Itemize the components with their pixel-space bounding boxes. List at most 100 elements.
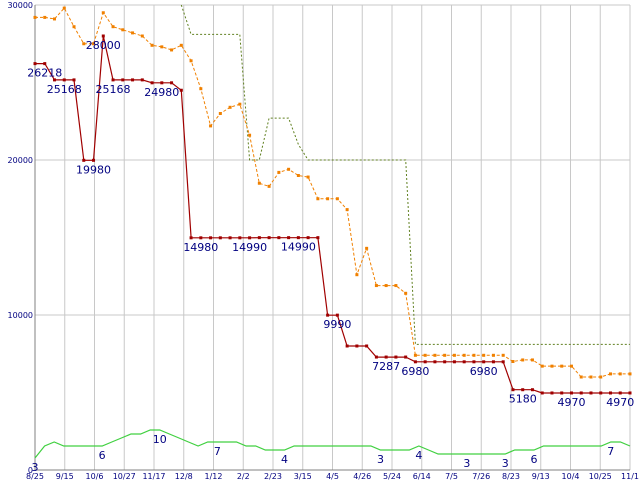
x-tick-label: 2/2 xyxy=(237,472,250,480)
price-point xyxy=(228,236,232,240)
price-point xyxy=(43,62,47,66)
price-point xyxy=(335,313,339,317)
series-line-reference xyxy=(35,7,630,378)
x-tick-label: 10/4 xyxy=(562,472,580,480)
x-tick-label: 6/14 xyxy=(413,472,431,480)
price-point xyxy=(306,236,310,240)
reference-point xyxy=(482,353,486,357)
reference-point xyxy=(209,124,213,128)
reference-point xyxy=(267,184,271,188)
price-point xyxy=(238,236,242,240)
reference-point xyxy=(248,133,252,137)
price-point xyxy=(560,391,564,395)
x-tick-label: 12/8 xyxy=(175,472,193,480)
reference-point xyxy=(238,102,242,106)
count-data-label: 6 xyxy=(99,449,106,462)
reference-point xyxy=(569,364,573,368)
reference-point xyxy=(423,353,427,357)
price-point xyxy=(540,391,544,395)
series-line-price xyxy=(35,35,630,394)
x-tick-label: 10/27 xyxy=(113,472,136,480)
count-data-label: 7 xyxy=(214,445,221,458)
price-point xyxy=(579,391,583,395)
reference-point xyxy=(550,364,554,368)
price-data-label: 24980 xyxy=(144,86,179,99)
data-labels: 26218 25168 19980 28000 25168 24980 14980 14990… xyxy=(27,39,634,474)
x-tick-label: 9/13 xyxy=(532,472,550,480)
reference-point xyxy=(501,353,505,357)
series-line-ceiling xyxy=(180,4,630,345)
price-point xyxy=(374,355,378,359)
price-point xyxy=(355,344,359,348)
price-point xyxy=(413,360,417,364)
price-point xyxy=(218,236,222,240)
reference-point xyxy=(101,11,105,15)
reference-point xyxy=(277,170,281,174)
reference-point xyxy=(62,6,66,10)
price-point xyxy=(179,88,183,92)
reference-point xyxy=(628,372,632,376)
price-point xyxy=(569,391,573,395)
price-point xyxy=(160,81,164,85)
reference-point xyxy=(491,353,495,357)
price-point xyxy=(199,236,203,240)
reference-point xyxy=(92,42,96,46)
price-data-label: 4970 xyxy=(557,396,585,409)
price-point xyxy=(150,81,154,85)
price-point xyxy=(491,360,495,364)
price-point xyxy=(462,360,466,364)
reference-point xyxy=(462,353,466,357)
x-tick-label: 11/1 xyxy=(621,472,639,480)
price-point xyxy=(267,236,271,240)
price-data-label: 28000 xyxy=(86,39,121,52)
count-data-label: 6 xyxy=(531,453,538,466)
price-point xyxy=(131,78,135,82)
price-data-label: 5180 xyxy=(509,393,537,406)
reference-point xyxy=(618,372,622,376)
reference-point xyxy=(540,364,544,368)
count-data-label: 7 xyxy=(607,445,614,458)
price-point xyxy=(62,78,66,82)
price-point xyxy=(170,81,174,85)
price-point xyxy=(209,236,213,240)
price-data-label: 25168 xyxy=(96,83,131,96)
price-point xyxy=(257,236,261,240)
grid xyxy=(34,4,631,471)
price-point xyxy=(628,391,632,395)
y-tick-label: 0 xyxy=(28,466,33,475)
reference-point xyxy=(452,353,456,357)
price-point xyxy=(248,236,252,240)
price-point xyxy=(365,344,369,348)
price-data-label: 6980 xyxy=(470,365,498,378)
reference-point xyxy=(443,353,447,357)
axes xyxy=(34,5,630,471)
reference-point xyxy=(326,197,330,201)
reference-point xyxy=(433,353,437,357)
reference-point xyxy=(608,372,612,376)
series-points xyxy=(33,6,632,395)
price-point xyxy=(53,78,57,82)
reference-point xyxy=(560,364,564,368)
x-tick-label: 10/6 xyxy=(86,472,104,480)
series-lines xyxy=(34,4,631,459)
reference-point xyxy=(374,284,378,288)
price-point xyxy=(140,78,144,82)
price-data-label: 26218 xyxy=(27,67,62,80)
y-tick-label: 30000 xyxy=(8,1,33,10)
price-data-label: 14980 xyxy=(183,241,218,254)
reference-point xyxy=(589,375,593,379)
reference-point xyxy=(179,43,183,47)
x-tick-label: 7/26 xyxy=(472,472,490,480)
price-data-label: 9990 xyxy=(323,318,351,331)
price-point xyxy=(345,344,349,348)
reference-point xyxy=(189,59,193,63)
price-point xyxy=(530,388,534,392)
price-point xyxy=(189,236,193,240)
price-point xyxy=(589,391,593,395)
reference-point xyxy=(404,291,408,295)
reference-point xyxy=(121,28,125,32)
x-tick-label: 4/26 xyxy=(353,472,371,480)
x-tick-label: 7/5 xyxy=(445,472,458,480)
reference-point xyxy=(228,105,232,109)
